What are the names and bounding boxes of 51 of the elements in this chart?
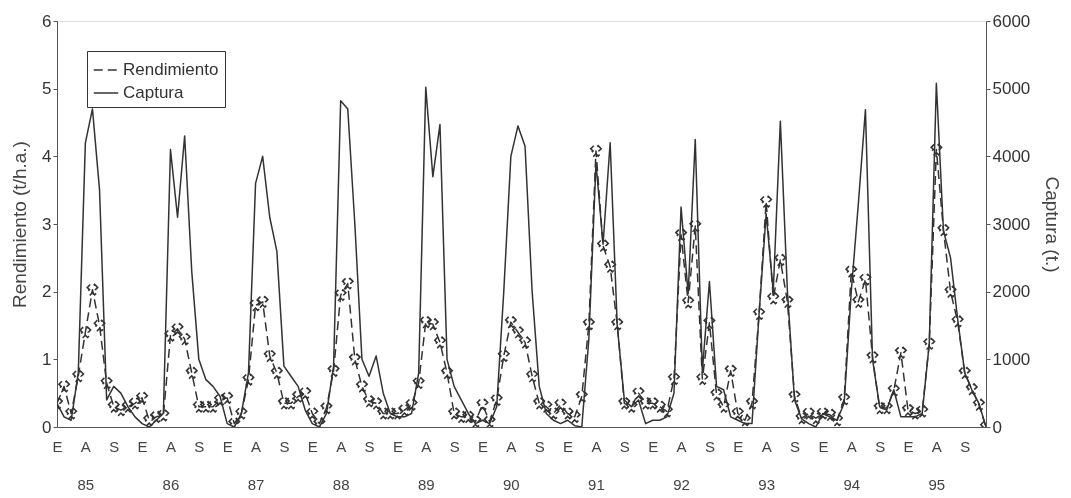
y2-axis-title: Captura (t.) bbox=[1042, 176, 1064, 273]
y2-tick-label: 1000 bbox=[992, 349, 1031, 369]
x-tick-label: S bbox=[875, 437, 886, 455]
y2-tick-label: 2000 bbox=[992, 282, 1031, 302]
y2-tick-label: 3000 bbox=[992, 214, 1031, 234]
x-tick-label: S bbox=[364, 437, 375, 455]
y-tick-label: 3 bbox=[42, 214, 52, 234]
category-label: A 92 bbox=[673, 437, 690, 493]
y-tick-label: 5 bbox=[42, 79, 52, 99]
category-label: A 89 bbox=[417, 437, 435, 493]
legend-label: Captura bbox=[123, 83, 185, 102]
x-tick-label: E bbox=[818, 437, 829, 455]
y-tick-label: 6 bbox=[42, 11, 52, 31]
y2-tick-label: 0 bbox=[992, 417, 1002, 437]
y-tick-label: 4 bbox=[42, 146, 52, 166]
x-tick-label: S bbox=[449, 437, 460, 455]
x-tick-label: E bbox=[733, 437, 744, 455]
x-tick-label: E bbox=[307, 437, 318, 455]
y-tick-label: 1 bbox=[42, 349, 52, 369]
x-tick-label: E bbox=[563, 437, 574, 455]
y-tick-label: 2 bbox=[42, 282, 52, 302]
category-label: A 91 bbox=[588, 437, 605, 493]
category-label: A 95 bbox=[928, 437, 946, 493]
x-tick-label: S bbox=[109, 437, 120, 455]
x-tick-label: S bbox=[960, 437, 971, 455]
category-label: A 87 bbox=[247, 437, 265, 493]
x-tick-label: S bbox=[790, 437, 801, 455]
x-tick-label: S bbox=[279, 437, 290, 455]
y2-tick-label: 5000 bbox=[992, 79, 1031, 99]
x-tick-label: S bbox=[194, 437, 205, 455]
x-tick-label: S bbox=[704, 437, 715, 455]
x-tick-label: E bbox=[137, 437, 148, 455]
x-tick-label: E bbox=[477, 437, 488, 455]
x-tick-label: E bbox=[52, 437, 63, 455]
x-tick-label: E bbox=[392, 437, 403, 455]
x-tick-label: E bbox=[648, 437, 659, 455]
category-label: A 94 bbox=[843, 437, 861, 493]
x-tick-label: E bbox=[903, 437, 914, 455]
category-label: A 93 bbox=[758, 437, 775, 493]
x-tick-label: S bbox=[534, 437, 545, 455]
y2-tick-label: 6000 bbox=[992, 11, 1031, 31]
y-tick-label: 0 bbox=[42, 417, 52, 437]
x-tick-label: E bbox=[222, 437, 233, 455]
category-label: A 88 bbox=[332, 437, 350, 493]
legend-label: Rendimiento bbox=[123, 60, 219, 79]
category-label: A 86 bbox=[162, 437, 180, 493]
x-tick-label: S bbox=[619, 437, 630, 455]
category-label: A 85 bbox=[77, 437, 95, 493]
y-axis-title: Rendimiento (t/h.a.) bbox=[9, 141, 31, 308]
category-label: A 90 bbox=[503, 437, 520, 493]
y2-tick-label: 4000 bbox=[992, 146, 1031, 166]
